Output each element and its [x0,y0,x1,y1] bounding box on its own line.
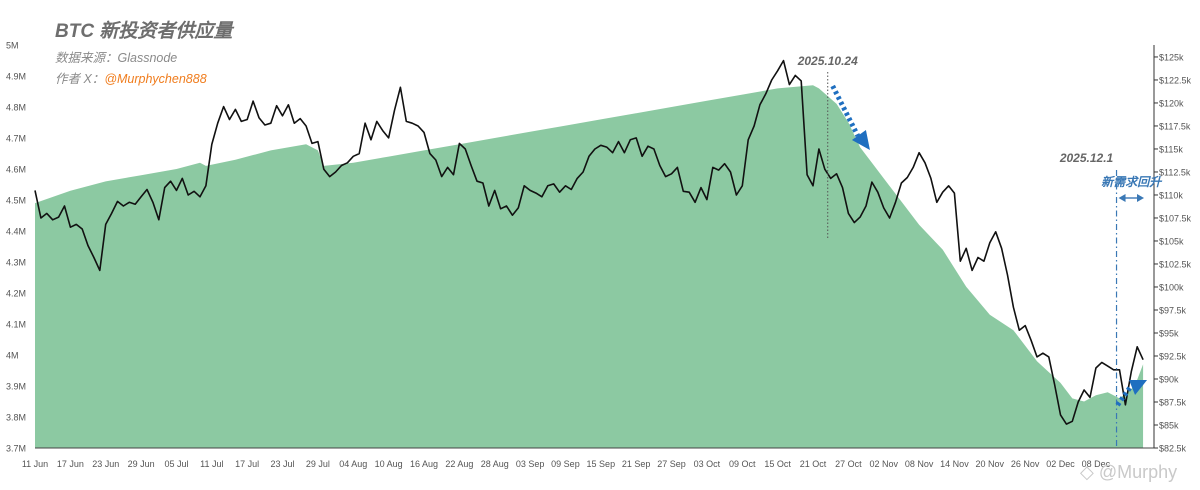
x-tick-label: 23 Jun [92,459,119,469]
x-tick-label: 22 Aug [445,459,473,469]
y-right-tick-label: $102.5k [1159,259,1192,269]
y-right-tick-label: $117.5k [1159,121,1191,131]
x-tick-label: 11 Jul [200,459,223,469]
y-right-tick-label: $85k [1159,420,1179,430]
source-label: 数据来源：Glassnode [55,51,178,65]
x-tick-label: 04 Aug [339,459,367,469]
y-left-tick-label: 4.8M [6,103,26,113]
price-line [34,59,1144,425]
x-tick-label: 23 Jul [271,459,295,469]
x-tick-label: 08 Nov [905,459,934,469]
y-left-tick-label: 3.7M [6,444,26,454]
down-arrow-head [851,130,870,150]
annotation-oct24-label: 2025.10.24 [797,54,858,68]
chart-title: BTC 新投资者供应量 [55,21,233,42]
y-left-tick-label: 4M [6,351,19,361]
new-demand-label: 新需求回升 [1101,175,1163,189]
x-tick-label: 09 Sep [551,459,580,469]
x-tick-label: 02 Nov [869,459,898,469]
x-tick-label: 15 Oct [764,459,791,469]
x-tick-label: 27 Oct [835,459,862,469]
x-tick-label: 03 Oct [694,459,721,469]
y-left-tick-label: 3.8M [6,413,26,423]
y-right-tick-label: $82.5k [1159,444,1187,454]
y-right-tick-label: $112.5k [1159,167,1191,177]
y-left-tick-label: 4.5M [6,196,26,206]
y-left-tick-label: 4.9M [6,72,26,82]
y-left-tick-label: 4.6M [6,165,26,175]
author-handle[interactable]: @Murphychen888 [104,72,207,86]
x-tick-label: 29 Jun [128,459,155,469]
y-right-tick-label: $90k [1159,374,1179,384]
y-right-tick-label: $97.5k [1159,305,1187,315]
x-tick-label: 26 Nov [1011,459,1040,469]
y-left-tick-label: 4.4M [6,227,26,237]
annotation-dec1-label: 2025.12.1 [1059,151,1114,165]
x-tick-label: 05 Jul [164,459,188,469]
y-left-tick-label: 4.7M [6,134,26,144]
up-arrow-shaft [1115,384,1134,407]
x-tick-label: 28 Aug [481,459,509,469]
x-tick-label: 20 Nov [976,459,1005,469]
y-right-tick-label: $92.5k [1159,351,1187,361]
new-demand-arrow-right [1137,194,1144,202]
x-tick-label: 16 Aug [410,459,438,469]
x-tick-label: 09 Oct [729,459,756,469]
x-tick-label: 11 Jun [22,459,48,469]
footer-watermark: ◇ @Murphy [1080,462,1178,482]
y-left-tick-label: 5M [6,41,19,51]
y-left-tick-label: 4.3M [6,258,26,268]
x-tick-label: 10 Aug [375,459,403,469]
x-tick-label: 08 Dec [1082,459,1111,469]
y-left-tick-label: 4.2M [6,289,26,299]
author-label: 作者 X： [55,72,105,86]
y-right-tick-label: $87.5k [1159,397,1187,407]
x-tick-label: 21 Sep [622,459,651,469]
supply-area [35,85,1144,449]
y-right-tick-label: $122.5k [1159,75,1192,85]
author-line: 作者 X：@Murphychen888 [55,68,207,87]
up-arrow-head [1129,380,1148,395]
x-tick-label: 17 Jul [235,459,259,469]
x-tick-label: 21 Oct [800,459,827,469]
y-right-tick-label: $125k [1159,52,1184,62]
y-right-tick-label: $105k [1159,236,1184,246]
y-right-tick-label: $115k [1159,144,1183,154]
x-tick-label: 17 Jun [57,459,84,469]
y-right-tick-label: $120k [1159,98,1184,108]
new-demand-arrow-left [1118,194,1126,202]
y-left-tick-label: 3.9M [6,382,26,392]
y-right-tick-label: $107.5k [1159,213,1192,223]
y-left-tick-label: 4.1M [6,320,26,330]
footer-watermark-icon: ◇ [1080,462,1099,482]
x-tick-label: 14 Nov [940,459,969,469]
y-right-tick-label: $100k [1159,282,1184,292]
y-right-tick-label: $110k [1159,190,1183,200]
y-right-tick-label: $95k [1159,328,1179,338]
x-tick-label: 27 Sep [657,459,686,469]
x-tick-label: 02 Dec [1046,459,1075,469]
x-tick-label: 29 Jul [306,459,330,469]
x-tick-label: 15 Sep [587,459,616,469]
x-tick-label: 03 Sep [516,459,545,469]
